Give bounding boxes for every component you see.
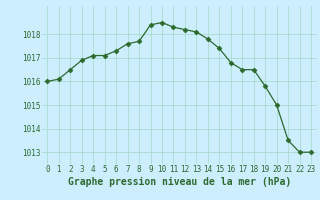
X-axis label: Graphe pression niveau de la mer (hPa): Graphe pression niveau de la mer (hPa) bbox=[68, 177, 291, 187]
